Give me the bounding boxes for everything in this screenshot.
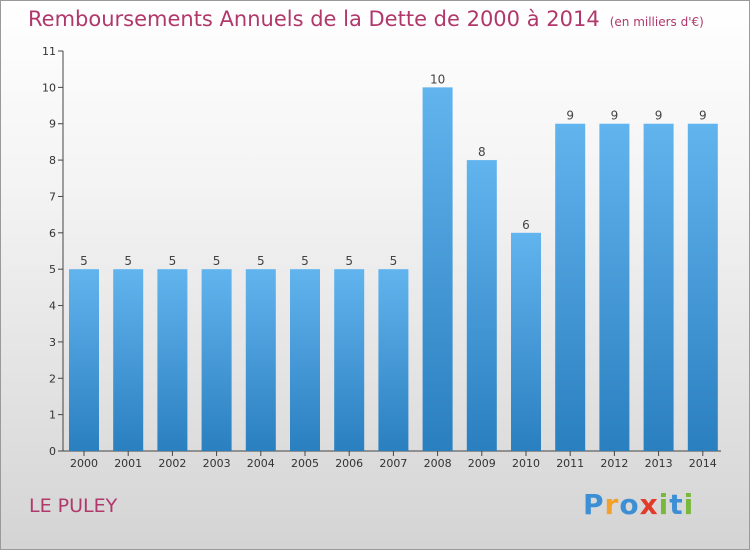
x-tick-label: 2008 [424,457,452,470]
x-tick-label: 2001 [114,457,142,470]
y-tick-label: 7 [49,190,56,203]
bar-value-label: 5 [169,254,177,268]
x-tick-label: 2005 [291,457,319,470]
y-tick-label: 4 [49,300,56,313]
y-tick-label: 11 [42,45,56,58]
y-tick-label: 9 [49,118,56,131]
bar [378,269,409,451]
y-tick-label: 6 [49,227,56,240]
x-tick-label: 2012 [600,457,628,470]
y-tick-label: 1 [49,409,56,422]
x-tick-label: 2004 [247,457,275,470]
x-tick-label: 2003 [203,457,231,470]
x-tick-label: 2013 [645,457,673,470]
x-tick-label: 2006 [335,457,363,470]
bar-value-label: 10 [430,72,445,86]
chart-title-unit: (en milliers d'€) [609,15,704,29]
chart-title: Remboursements Annuels de la Dette de 20… [28,7,704,31]
y-tick-label: 2 [49,372,56,385]
x-tick-label: 2007 [379,457,407,470]
logo-letter: t [669,488,684,521]
y-tick-label: 3 [49,336,56,349]
logo-letter: x [639,488,659,521]
logo-letter: i [683,488,695,521]
y-tick-label: 5 [49,263,56,276]
chart-title-main: Remboursements Annuels de la Dette de 20… [28,7,600,31]
logo-letter: r [604,488,620,521]
bar-value-label: 9 [655,109,663,123]
bar-value-label: 5 [80,254,88,268]
bar [334,269,365,451]
bar-value-label: 5 [345,254,353,268]
bar [290,269,320,451]
x-tick-label: 2014 [689,457,717,470]
logo-letter: i [658,488,670,521]
y-tick-label: 0 [49,445,56,458]
bar-value-label: 5 [257,254,265,268]
bar-value-label: 5 [213,254,221,268]
bar [643,123,674,452]
logo-letter: P [583,488,605,521]
bar-value-label: 5 [301,254,309,268]
bar-value-label: 9 [611,109,619,123]
bar [113,269,144,451]
bar [157,269,188,451]
bar [599,123,630,452]
x-tick-label: 2010 [512,457,540,470]
location-label: LE PULEY [29,495,118,517]
bar [201,269,232,451]
bar [245,269,276,451]
y-tick-label: 8 [49,154,56,167]
bar-value-label: 9 [566,109,574,123]
bar [511,232,541,451]
bar-value-label: 9 [699,109,707,123]
bar [69,269,99,451]
bar-value-label: 8 [478,145,486,159]
bar [422,87,453,451]
x-tick-label: 2000 [70,457,98,470]
bar [466,160,497,451]
x-tick-label: 2002 [158,457,186,470]
y-tick-label: 10 [42,81,56,94]
bar [555,123,586,452]
x-tick-label: 2009 [468,457,496,470]
bar-value-label: 5 [390,254,398,268]
logo-letter: o [619,488,640,521]
proxiti-logo: Proxiti [583,488,694,521]
bar-value-label: 5 [124,254,132,268]
x-tick-label: 2011 [556,457,584,470]
bar-value-label: 6 [522,218,530,232]
bar [687,123,718,452]
